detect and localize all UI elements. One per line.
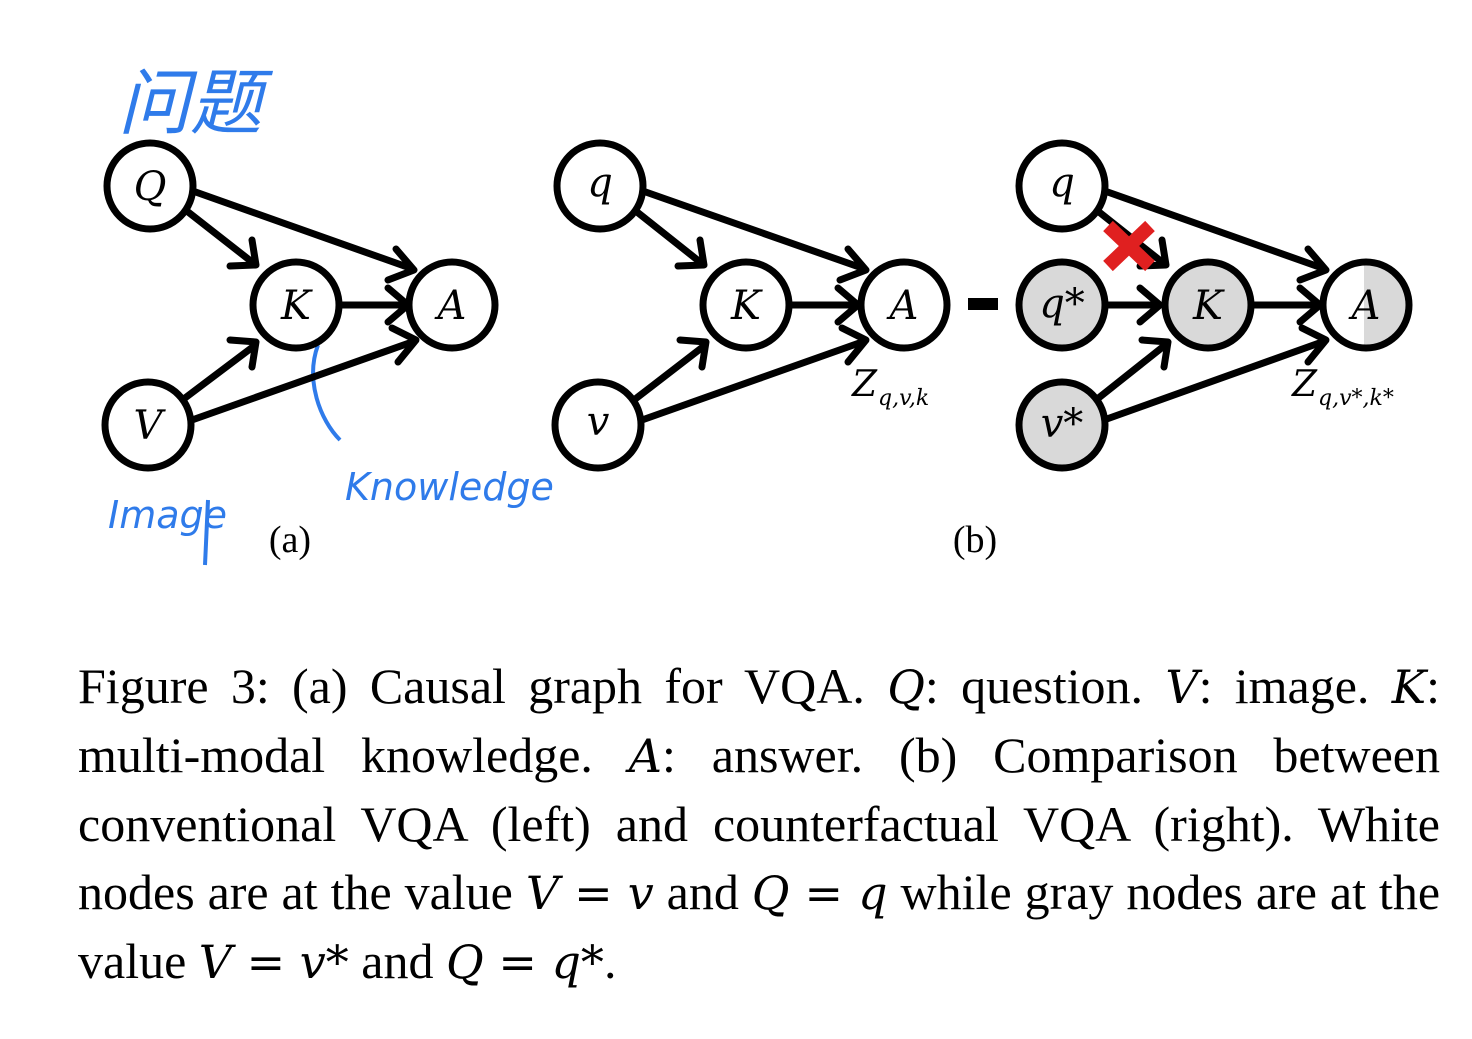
svg-text:q: q [587, 160, 613, 206]
svg-text:q: q [1049, 160, 1075, 206]
svg-text:K: K [1192, 283, 1225, 329]
arrowhead-v-a [388, 324, 420, 366]
svg-text:Z: Z [851, 364, 878, 405]
node-b-right-k: K [1161, 258, 1255, 352]
panel-b-left-edges [628, 186, 870, 424]
node-b-left-v: v [551, 378, 645, 472]
node-b-left-q: q [553, 139, 647, 233]
svg-text:v*: v* [1041, 401, 1084, 447]
edge-v-k [181, 342, 258, 402]
panel-b-left: q K A v Z q,v,k [551, 139, 951, 472]
node-b-right-qstar: q* [1015, 258, 1109, 352]
node-k: K [249, 258, 343, 352]
node-b-left-k: K [699, 258, 793, 352]
causal-graph-figure: 问题 Knowledge Image Q K A [0, 0, 1413, 566]
svg-text:K: K [730, 283, 763, 329]
node-v: V [101, 378, 195, 472]
edge-q-k [179, 204, 256, 266]
svg-text:V: V [134, 403, 167, 449]
svg-text:K: K [280, 283, 313, 329]
edge-v-a [188, 338, 416, 424]
svg-text:q*: q* [1039, 281, 1085, 327]
svg-text:q,v,k: q,v,k [878, 386, 929, 411]
svg-text:✖: ✖ [0, 0, 1, 1]
svg-text:Z: Z [1291, 364, 1318, 405]
panel-b-label: (b) [953, 519, 997, 561]
output-label-left: Z q,v,k [851, 364, 929, 411]
node-b-right-q: q [1015, 139, 1109, 233]
minus-sign [968, 298, 998, 310]
annotation-image-stroke [203, 499, 210, 566]
arrowhead-v-k [226, 336, 260, 371]
panel-a: 问题 Knowledge Image Q K A [101, 61, 554, 566]
node-b-right-a: A [1319, 258, 1413, 352]
node-q: Q [103, 139, 197, 233]
intervention-cross-mark: ✖ [0, 0, 1155, 272]
svg-text:A: A [1348, 283, 1381, 329]
svg-text:A: A [886, 283, 919, 329]
svg-text:A: A [434, 283, 467, 329]
arrowhead-q-a [384, 245, 418, 284]
panel-a-label: (a) [269, 519, 311, 561]
arrowhead-q-k [226, 236, 260, 270]
svg-text:q,v*,k*: q,v*,k* [1318, 386, 1394, 411]
panel-b-right: ✖ q q* K A v* Z q,v*,k* [0, 0, 1413, 472]
annotation-knowledge: Knowledge [345, 465, 554, 509]
annotation-question-zh: 问题 [118, 61, 274, 145]
svg-text:Q: Q [134, 164, 167, 210]
node-a: A [405, 258, 499, 352]
svg-text:v: v [587, 399, 610, 445]
node-b-left-a: A [857, 258, 951, 352]
output-label-right: Z q,v*,k* [1291, 364, 1394, 411]
figure-caption: Figure 3: (a) Causal graph for VQA. Q: q… [78, 658, 1441, 989]
node-b-right-vstar: v* [1015, 378, 1109, 472]
annotation-knowledge-stroke [311, 344, 342, 442]
panel-a-edges [179, 186, 420, 424]
edge-q-a [186, 186, 414, 272]
